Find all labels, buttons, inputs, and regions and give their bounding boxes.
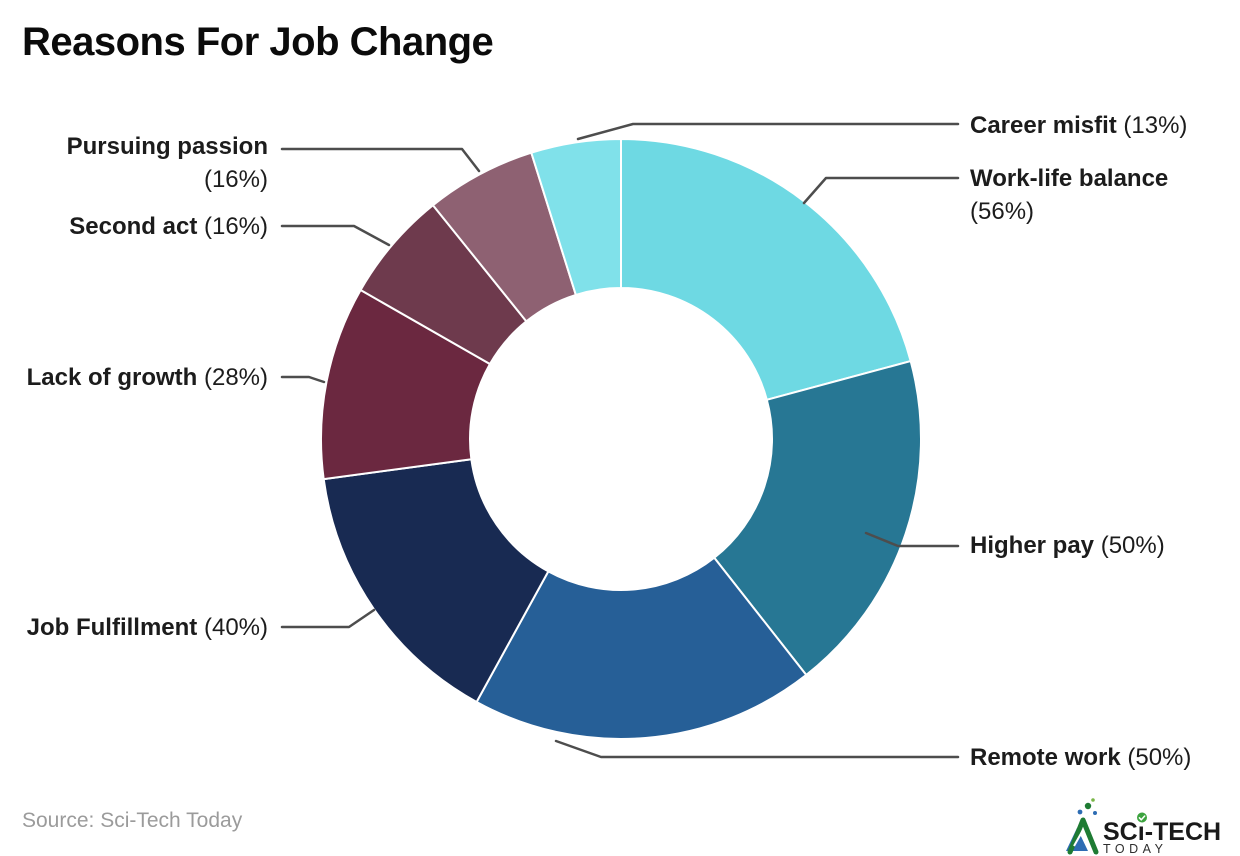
leader-line-pursuing-passion	[280, 147, 481, 173]
leader-line-job-fulfillment	[280, 608, 376, 629]
leader-line-work-life-balance	[802, 176, 960, 205]
donut-slice-career-misfit	[530, 138, 622, 296]
logo-i-dot-check-icon	[1137, 812, 1147, 823]
flask-triangle-icon	[1066, 798, 1099, 855]
donut-slice-remote-work	[475, 556, 808, 740]
donut-slice-higher-pay	[713, 360, 922, 676]
donut-slice-work-life-balance	[620, 138, 912, 401]
leader-line-higher-pay	[864, 531, 960, 548]
leader-line-second-act	[280, 224, 391, 247]
page-title: Reasons For Job Change	[22, 20, 494, 64]
donut-slice-job-fulfillment	[322, 458, 550, 703]
leader-line-lack-of-growth	[280, 375, 326, 384]
leader-line-career-misfit	[576, 122, 960, 141]
source-note: Source: Sci-Tech Today	[22, 809, 243, 832]
leader-line-remote-work	[554, 739, 960, 759]
logo-text-secondary: TODAY	[1103, 842, 1167, 856]
logo-text-primary: SCı-TECH	[1103, 818, 1221, 846]
